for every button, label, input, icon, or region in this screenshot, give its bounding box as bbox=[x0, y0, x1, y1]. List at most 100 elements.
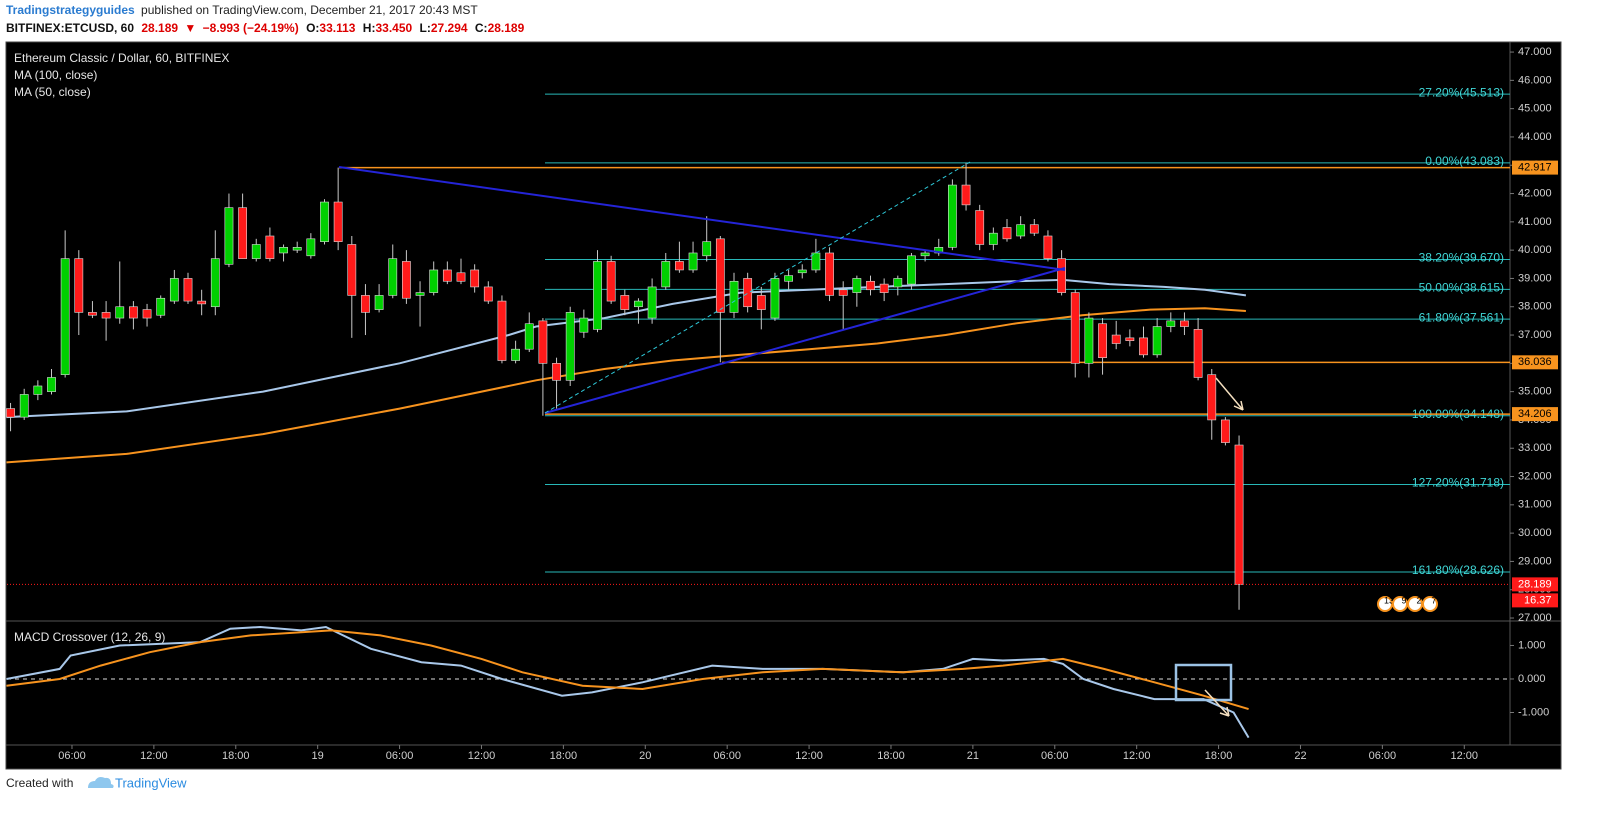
symbol: BITFINEX:ETCUSD, 60 bbox=[6, 21, 134, 35]
candle-body bbox=[565, 312, 575, 381]
y-tick-label: 32.000 bbox=[1518, 470, 1552, 482]
fib-label: 0.00%(43.083) bbox=[1425, 154, 1504, 168]
candle-body bbox=[1098, 323, 1107, 358]
y-tick-label: 31.000 bbox=[1518, 499, 1552, 511]
y-tick-label: 39.000 bbox=[1518, 272, 1552, 284]
candle-body bbox=[333, 201, 343, 242]
x-tick-label: 22 bbox=[1294, 750, 1306, 762]
candle-body bbox=[907, 255, 916, 285]
candle-body bbox=[538, 320, 548, 364]
candle-body bbox=[866, 280, 875, 291]
candle-body bbox=[634, 300, 643, 308]
candle-body bbox=[320, 201, 329, 242]
y-tick-label: 30.000 bbox=[1518, 527, 1552, 539]
price-level-label: 34.206 bbox=[1518, 408, 1552, 420]
fib-trend-line bbox=[544, 161, 971, 414]
legend-entry: MA (100, close) bbox=[14, 68, 97, 82]
y-tick-label: 29.000 bbox=[1518, 555, 1552, 567]
trend-line bbox=[338, 166, 1066, 271]
candle-body bbox=[811, 252, 821, 271]
fib-label: 127.20%(31.718) bbox=[1412, 476, 1504, 490]
event-label: 2 bbox=[1416, 595, 1421, 605]
x-tick-label: 18:00 bbox=[877, 750, 905, 762]
candle-body bbox=[702, 241, 712, 257]
x-tick-label: 06:00 bbox=[58, 750, 86, 762]
candle-body bbox=[647, 286, 657, 319]
x-tick-label: 12:00 bbox=[140, 750, 168, 762]
candle-body bbox=[1234, 444, 1244, 585]
y-tick-label: 27.000 bbox=[1518, 612, 1552, 624]
candle-body bbox=[688, 252, 698, 271]
x-tick-label: 18:00 bbox=[1205, 750, 1233, 762]
x-tick-label: 12:00 bbox=[1123, 750, 1151, 762]
candle-body bbox=[115, 306, 125, 319]
x-tick-label: 12:00 bbox=[468, 750, 496, 762]
ma-line bbox=[6, 307, 1246, 464]
candle-body bbox=[142, 309, 152, 319]
candle-body bbox=[511, 348, 520, 361]
y-tick-label: 33.000 bbox=[1518, 442, 1552, 454]
candle-body bbox=[1029, 224, 1039, 234]
candle-body bbox=[210, 258, 220, 308]
x-tick-label: 18:00 bbox=[550, 750, 578, 762]
candle-body bbox=[442, 269, 452, 282]
candle-body bbox=[1139, 337, 1148, 356]
candle-body bbox=[1221, 419, 1230, 443]
candle-body bbox=[579, 317, 589, 333]
candle-body bbox=[156, 297, 166, 316]
y-tick-label: 42.000 bbox=[1518, 187, 1552, 199]
candle-body bbox=[661, 261, 671, 288]
y-tick-label: 45.000 bbox=[1518, 103, 1552, 115]
l-label: L: bbox=[420, 21, 431, 35]
candle-body bbox=[729, 280, 739, 313]
candle-body bbox=[197, 300, 207, 305]
candle-body bbox=[33, 385, 43, 395]
c-label: C: bbox=[475, 21, 488, 35]
price-level-label: 36.036 bbox=[1518, 356, 1552, 368]
candle-body bbox=[483, 286, 493, 302]
candle-body bbox=[279, 247, 288, 254]
candle-body bbox=[961, 184, 971, 206]
candle-body bbox=[1180, 320, 1189, 327]
candle-body bbox=[47, 377, 56, 392]
x-tick-label: 06:00 bbox=[386, 750, 414, 762]
candle-body bbox=[19, 394, 29, 418]
o: 33.113 bbox=[319, 21, 355, 35]
candle-body bbox=[606, 261, 616, 302]
arrow: ▼ bbox=[184, 21, 196, 35]
logo bbox=[88, 777, 114, 788]
candle-body bbox=[251, 244, 261, 259]
y-tick-label: 46.000 bbox=[1518, 74, 1552, 86]
event-label: 9 bbox=[1401, 595, 1406, 605]
change: −8.993 (−24.19%) bbox=[203, 21, 299, 35]
candle-body bbox=[1111, 334, 1121, 344]
candle-body bbox=[552, 363, 561, 381]
highlight-box bbox=[1174, 663, 1233, 702]
macd-title: MACD Crossover (12, 26, 9) bbox=[14, 630, 165, 644]
candle-body bbox=[129, 306, 138, 319]
candle-body bbox=[797, 269, 807, 274]
last-price-box bbox=[1512, 577, 1558, 592]
y-tick-label: 35.000 bbox=[1518, 386, 1552, 398]
candle-body bbox=[1057, 258, 1066, 293]
candle-body bbox=[893, 278, 903, 288]
y-tick-label: 40.000 bbox=[1518, 244, 1552, 256]
candle-body bbox=[361, 295, 370, 313]
x-tick-label: 19 bbox=[312, 750, 324, 762]
countdown-box bbox=[1512, 593, 1558, 608]
event-marker bbox=[1422, 596, 1438, 612]
candle-body bbox=[1152, 326, 1162, 356]
plot-layer: 06:00 12:00 18:00 19 06:00 12:00 18:00 20 06:00 1… bbox=[6, 46, 1558, 762]
candle-body bbox=[879, 283, 889, 293]
header-line: Tradingstrategyguides published on Tradi… bbox=[6, 3, 478, 17]
candle-body bbox=[715, 238, 725, 313]
candle-body bbox=[497, 300, 507, 361]
candle-body bbox=[74, 258, 84, 313]
candle-body bbox=[347, 244, 357, 296]
arrow bbox=[1204, 689, 1230, 717]
price-level-label: 42.917 bbox=[1518, 162, 1552, 174]
legend-entry: MA (50, close) bbox=[14, 85, 91, 99]
y-tick-label: 41.000 bbox=[1518, 216, 1552, 228]
